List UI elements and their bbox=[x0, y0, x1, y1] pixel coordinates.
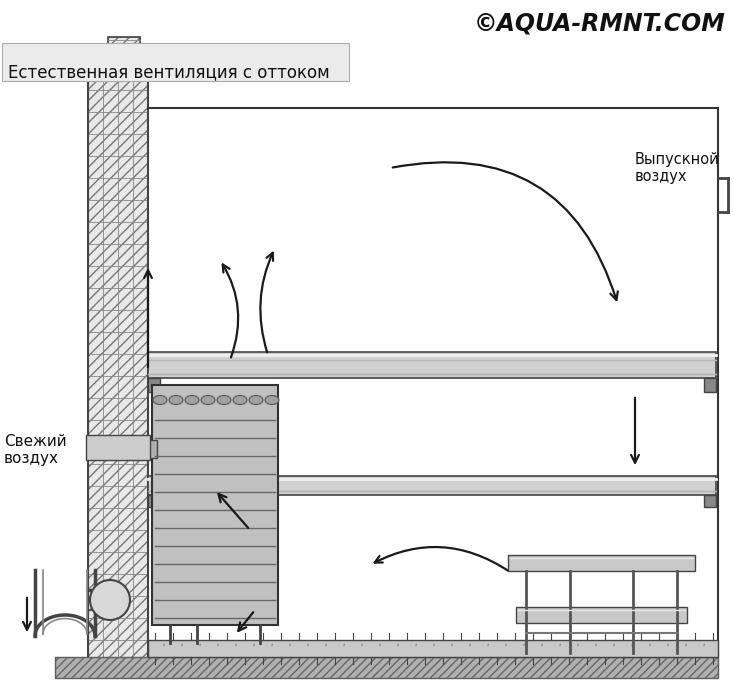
Text: ʹ: ʹ bbox=[234, 644, 236, 653]
Bar bbox=[108, 37, 140, 65]
Text: Естественная вентиляция с оттоком: Естественная вентиляция с оттоком bbox=[8, 63, 330, 81]
Text: ʹ: ʹ bbox=[324, 644, 326, 653]
FancyArrowPatch shape bbox=[222, 265, 239, 357]
Text: ʹ: ʹ bbox=[306, 644, 308, 653]
Bar bbox=[108, 37, 140, 65]
Bar bbox=[148, 476, 716, 495]
Bar bbox=[704, 378, 716, 392]
Bar bbox=[148, 352, 716, 378]
Text: ʹ: ʹ bbox=[468, 644, 470, 653]
Ellipse shape bbox=[265, 396, 279, 405]
Text: ʹ: ʹ bbox=[216, 644, 218, 653]
Text: ʹ: ʹ bbox=[504, 644, 506, 653]
Bar bbox=[704, 495, 716, 507]
Text: ʹ: ʹ bbox=[432, 644, 434, 653]
Text: ʹ: ʹ bbox=[162, 644, 164, 653]
Bar bbox=[108, 37, 140, 65]
Bar bbox=[508, 555, 695, 571]
Text: ʹ: ʹ bbox=[486, 644, 488, 653]
Text: ʹ: ʹ bbox=[612, 644, 614, 653]
Ellipse shape bbox=[233, 396, 247, 405]
Bar bbox=[55, 657, 718, 678]
Bar bbox=[55, 657, 718, 678]
Text: ʹ: ʹ bbox=[702, 644, 704, 653]
FancyArrowPatch shape bbox=[261, 253, 273, 352]
Ellipse shape bbox=[201, 396, 215, 405]
Text: ʹ: ʹ bbox=[450, 644, 452, 653]
Text: ʹ: ʹ bbox=[666, 644, 668, 653]
Text: ʹ: ʹ bbox=[360, 644, 362, 653]
Text: ʹ: ʹ bbox=[252, 644, 254, 653]
Text: Свежий
воздух: Свежий воздух bbox=[4, 433, 67, 466]
Text: ʹ: ʹ bbox=[558, 644, 560, 653]
Ellipse shape bbox=[249, 396, 263, 405]
Text: ʹ: ʹ bbox=[648, 644, 650, 653]
Text: Выпускной
воздух: Выпускной воздух bbox=[635, 152, 720, 184]
Text: ʹ: ʹ bbox=[630, 644, 632, 653]
Bar bbox=[88, 68, 148, 668]
Bar bbox=[148, 378, 160, 392]
Text: ʹ: ʹ bbox=[576, 644, 578, 653]
FancyArrowPatch shape bbox=[393, 162, 618, 300]
FancyArrowPatch shape bbox=[374, 547, 508, 570]
Bar bbox=[88, 68, 148, 668]
Ellipse shape bbox=[217, 396, 231, 405]
FancyBboxPatch shape bbox=[2, 43, 349, 81]
Bar bbox=[148, 440, 157, 458]
Circle shape bbox=[90, 580, 130, 620]
Text: ʹ: ʹ bbox=[540, 644, 542, 653]
Ellipse shape bbox=[185, 396, 199, 405]
Bar bbox=[152, 385, 278, 625]
Bar bbox=[148, 495, 160, 507]
Text: ʹ: ʹ bbox=[378, 644, 380, 653]
Bar bbox=[88, 68, 148, 668]
Ellipse shape bbox=[153, 396, 167, 405]
Bar bbox=[516, 607, 687, 623]
Text: ʹ: ʹ bbox=[180, 644, 182, 653]
Text: ʹ: ʹ bbox=[414, 644, 416, 653]
Text: ʹ: ʹ bbox=[342, 644, 344, 653]
Text: ©AQUA-RMNT.COM: ©AQUA-RMNT.COM bbox=[473, 12, 725, 36]
Bar bbox=[86, 435, 150, 460]
Text: ʹ: ʹ bbox=[594, 644, 596, 653]
Text: ʹ: ʹ bbox=[396, 644, 398, 653]
Text: ʹ: ʹ bbox=[198, 644, 200, 653]
Text: ʹ: ʹ bbox=[288, 644, 290, 653]
Ellipse shape bbox=[169, 396, 183, 405]
Text: ʹ: ʹ bbox=[522, 644, 524, 653]
Text: ʹ: ʹ bbox=[684, 644, 686, 653]
Bar bbox=[148, 640, 718, 657]
Text: ʹ: ʹ bbox=[270, 644, 272, 653]
